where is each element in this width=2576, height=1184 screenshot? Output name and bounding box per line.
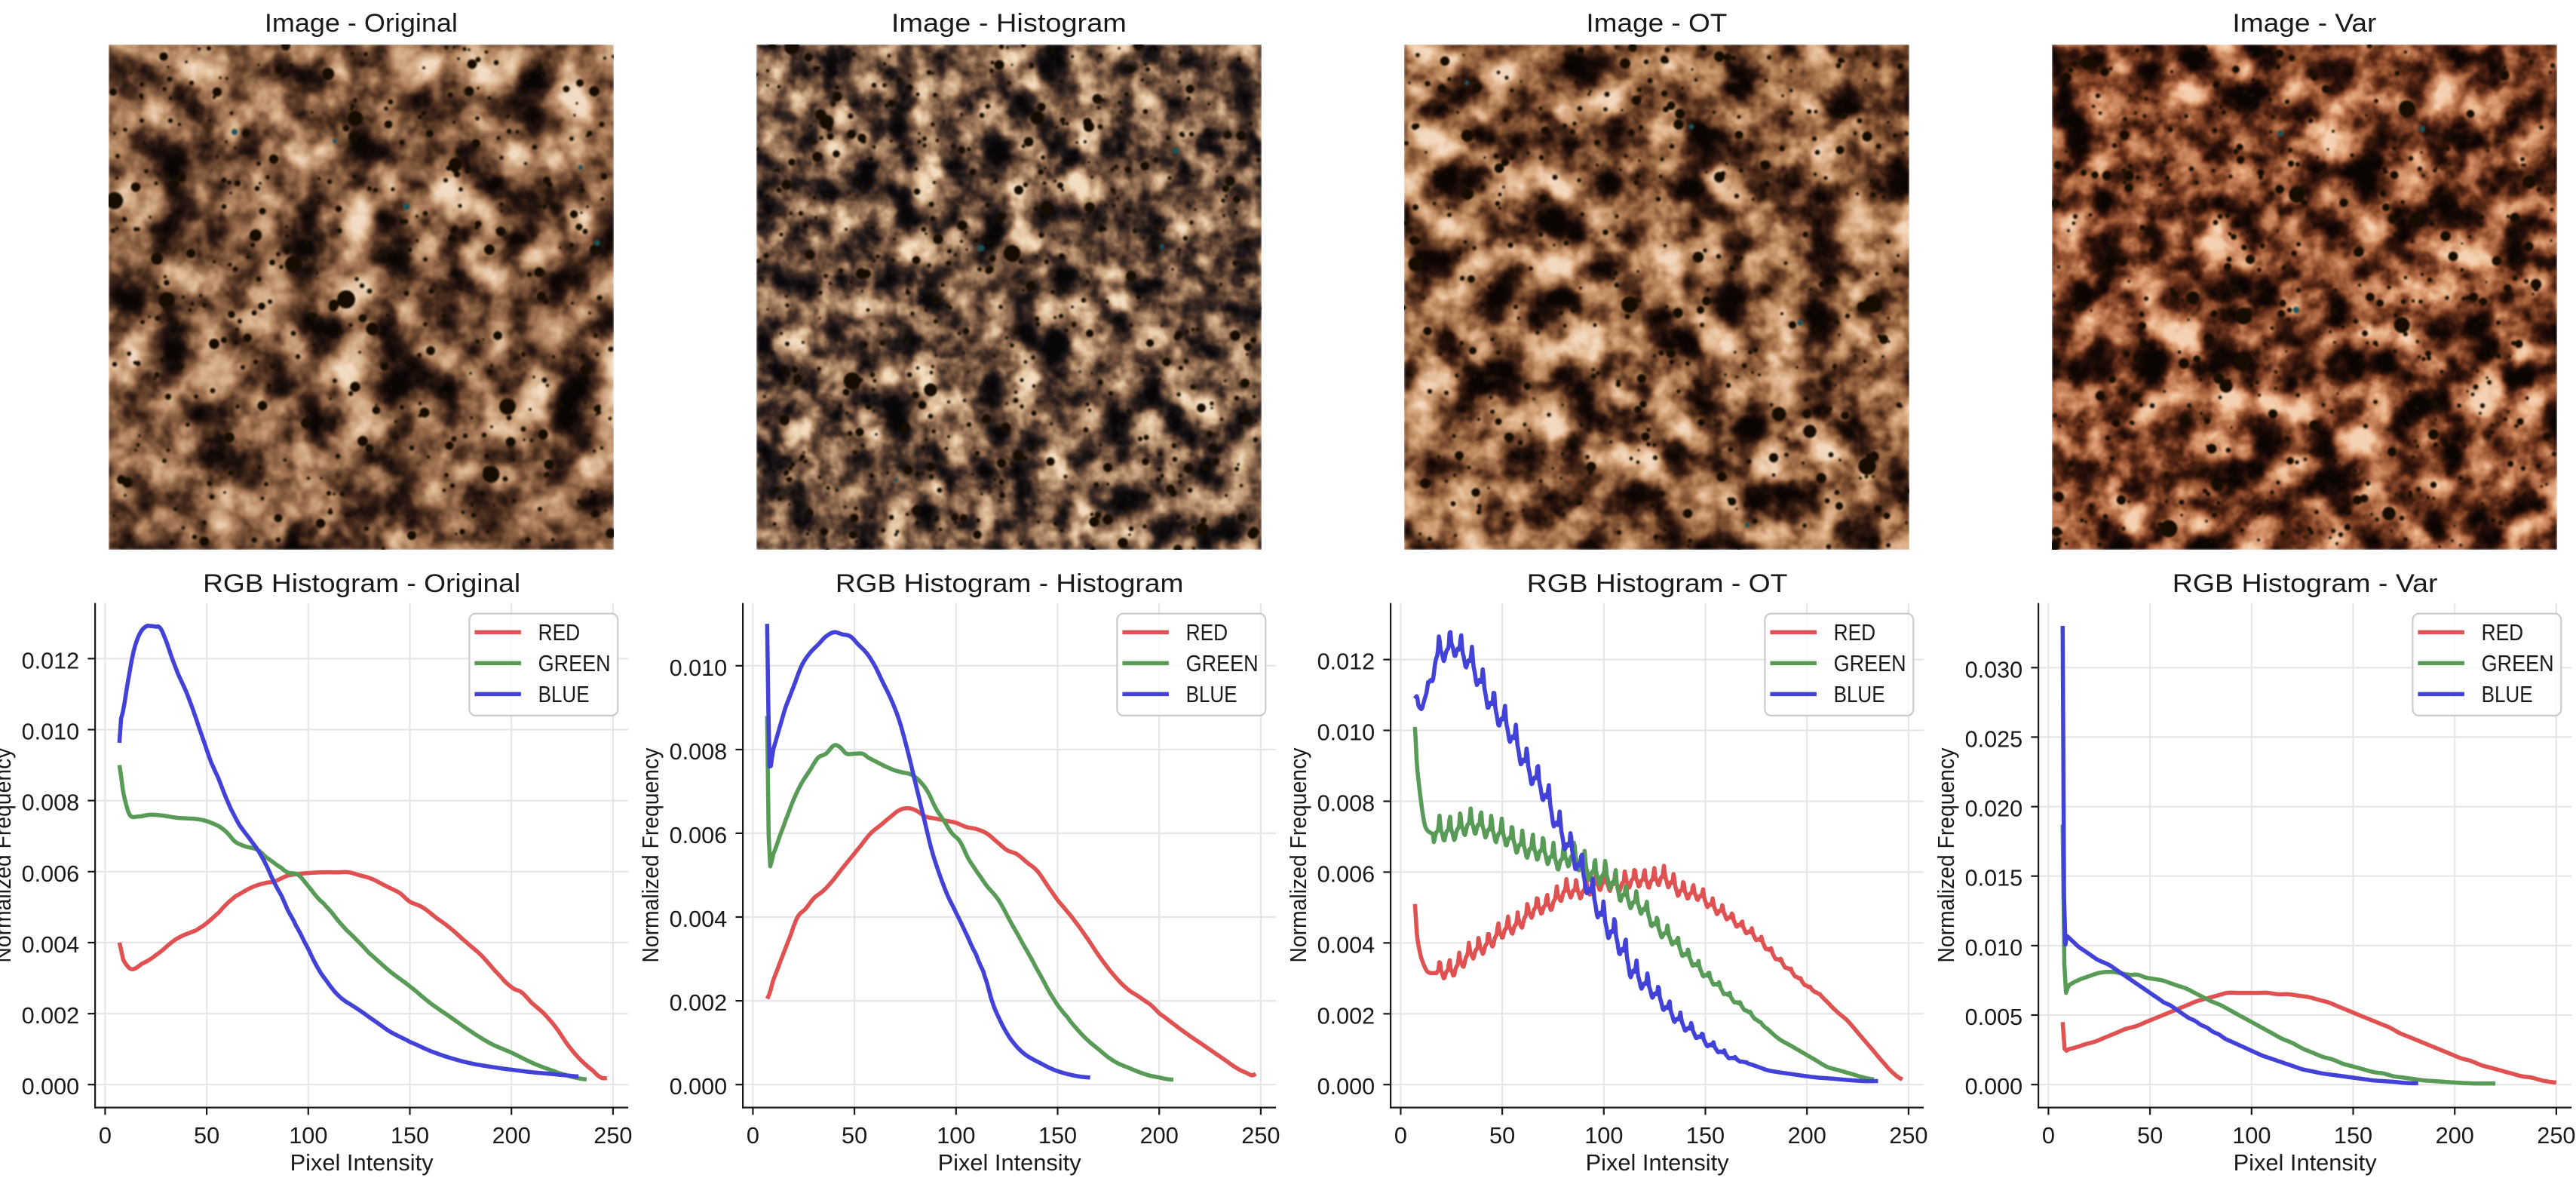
svg-text:RGB Histogram - OT: RGB Histogram - OT <box>1527 569 1788 598</box>
svg-text:Image - Original: Image - Original <box>265 9 458 38</box>
svg-text:0.010: 0.010 <box>1317 719 1375 746</box>
svg-text:0.005: 0.005 <box>1965 1004 2023 1030</box>
svg-text:0.006: 0.006 <box>670 822 728 848</box>
svg-text:200: 200 <box>1140 1122 1179 1149</box>
svg-text:RED: RED <box>1834 619 1876 646</box>
svg-text:200: 200 <box>492 1122 531 1149</box>
svg-text:150: 150 <box>1038 1122 1077 1149</box>
svg-text:0: 0 <box>747 1122 759 1149</box>
svg-text:Normalized Frequency: Normalized Frequency <box>1933 747 1959 963</box>
svg-text:Pixel Intensity: Pixel Intensity <box>290 1149 434 1176</box>
svg-text:0.004: 0.004 <box>22 931 80 958</box>
svg-text:200: 200 <box>2436 1122 2474 1149</box>
svg-text:50: 50 <box>842 1122 867 1149</box>
svg-text:0.008: 0.008 <box>22 790 80 816</box>
svg-text:0: 0 <box>99 1122 112 1149</box>
svg-text:250: 250 <box>2537 1122 2575 1149</box>
svg-text:0.000: 0.000 <box>670 1073 728 1100</box>
svg-text:Image - Var: Image - Var <box>2232 9 2376 38</box>
svg-text:100: 100 <box>289 1122 327 1149</box>
svg-text:250: 250 <box>1889 1122 1927 1149</box>
svg-text:GREEN: GREEN <box>2482 650 2554 676</box>
svg-text:Pixel Intensity: Pixel Intensity <box>2234 1149 2378 1176</box>
svg-text:0.012: 0.012 <box>1317 649 1375 675</box>
svg-text:Pixel Intensity: Pixel Intensity <box>1586 1149 1730 1176</box>
svg-text:Pixel Intensity: Pixel Intensity <box>938 1149 1082 1176</box>
svg-text:BLUE: BLUE <box>1186 681 1237 707</box>
svg-text:0.000: 0.000 <box>1317 1073 1375 1100</box>
svg-text:100: 100 <box>1584 1122 1623 1149</box>
svg-text:200: 200 <box>1788 1122 1826 1149</box>
svg-text:0.020: 0.020 <box>1965 796 2023 822</box>
svg-text:0.004: 0.004 <box>1317 931 1375 958</box>
svg-text:RGB Histogram - Original: RGB Histogram - Original <box>203 569 520 598</box>
svg-text:50: 50 <box>1489 1122 1515 1149</box>
svg-text:BLUE: BLUE <box>2482 681 2533 707</box>
svg-text:150: 150 <box>1686 1122 1725 1149</box>
svg-text:150: 150 <box>2334 1122 2372 1149</box>
svg-text:0.030: 0.030 <box>1965 656 2023 682</box>
svg-text:0.025: 0.025 <box>1965 725 2023 752</box>
svg-text:50: 50 <box>2137 1122 2163 1149</box>
svg-text:0.010: 0.010 <box>22 719 80 745</box>
svg-text:0.002: 0.002 <box>1317 1002 1375 1029</box>
svg-text:RGB Histogram - Var: RGB Histogram - Var <box>2173 569 2438 598</box>
svg-text:Normalized Frequency: Normalized Frequency <box>637 747 664 963</box>
svg-text:GREEN: GREEN <box>538 650 611 676</box>
svg-text:Image - Histogram: Image - Histogram <box>891 9 1127 38</box>
svg-text:0: 0 <box>1394 1122 1407 1149</box>
svg-text:0.006: 0.006 <box>1317 860 1375 887</box>
svg-text:250: 250 <box>1241 1122 1280 1149</box>
svg-text:Normalized Frequency: Normalized Frequency <box>0 747 16 963</box>
svg-text:250: 250 <box>593 1122 632 1149</box>
svg-text:100: 100 <box>937 1122 975 1149</box>
svg-text:0.008: 0.008 <box>1317 790 1375 817</box>
svg-text:0.015: 0.015 <box>1965 865 2023 891</box>
svg-text:0.010: 0.010 <box>1965 934 2023 961</box>
svg-text:0.012: 0.012 <box>22 647 80 673</box>
svg-text:0.002: 0.002 <box>670 989 728 1016</box>
svg-text:Image - OT: Image - OT <box>1586 9 1727 38</box>
svg-text:RED: RED <box>538 619 581 646</box>
svg-text:0.000: 0.000 <box>22 1073 80 1100</box>
svg-text:0: 0 <box>2042 1122 2055 1149</box>
svg-text:GREEN: GREEN <box>1186 650 1259 676</box>
svg-text:50: 50 <box>194 1122 219 1149</box>
svg-text:RED: RED <box>2482 619 2524 646</box>
svg-text:BLUE: BLUE <box>538 681 590 707</box>
svg-text:0.008: 0.008 <box>670 738 728 765</box>
svg-text:0.002: 0.002 <box>22 1002 80 1029</box>
svg-text:RED: RED <box>1186 619 1228 646</box>
svg-text:0.004: 0.004 <box>670 906 728 932</box>
svg-text:Normalized Frequency: Normalized Frequency <box>1285 747 1311 963</box>
svg-text:0.010: 0.010 <box>670 655 728 681</box>
svg-text:GREEN: GREEN <box>1834 650 1906 676</box>
svg-text:BLUE: BLUE <box>1834 681 1885 707</box>
svg-text:100: 100 <box>2232 1122 2271 1149</box>
svg-text:0.006: 0.006 <box>22 860 80 887</box>
svg-text:RGB Histogram - Histogram: RGB Histogram - Histogram <box>836 569 1184 598</box>
svg-text:150: 150 <box>391 1122 429 1149</box>
svg-text:0.000: 0.000 <box>1965 1073 2023 1100</box>
